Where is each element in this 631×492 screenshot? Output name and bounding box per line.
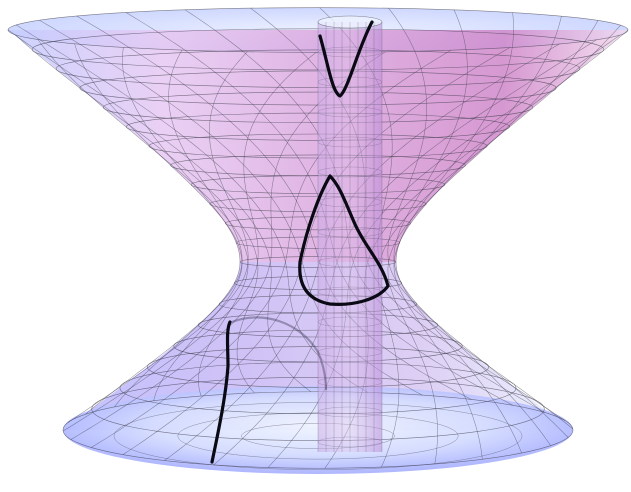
cylinder-ring: [317, 166, 383, 178]
intersection-curves-layer: [210, 20, 390, 464]
intersection-curve-upper: [318, 20, 374, 98]
meridian-line: [62, 52, 317, 432]
meridian-line: [37, 39, 249, 397]
meridian-line: [122, 47, 511, 455]
cylinder-ring: [317, 346, 383, 358]
meridian-line: [395, 12, 522, 454]
cylinder-top-cap: [317, 15, 383, 29]
meridian-line: [393, 16, 562, 460]
cylinder-ring: [317, 406, 383, 418]
intersection-curve-lower-back: [231, 316, 328, 391]
meridian-line: [70, 51, 386, 440]
meridian-line: [15, 34, 259, 394]
meridian-line: [377, 24, 621, 468]
intersection-curve-middle: [298, 174, 390, 306]
meridian-line: [15, 24, 369, 393]
meridian-line: [67, 51, 249, 423]
meridian-line: [387, 20, 599, 465]
meridian-line: [393, 9, 551, 446]
meridian-line: [114, 47, 241, 408]
cylinder-ring: [317, 46, 383, 58]
meridian-line: [7, 29, 312, 393]
cylinder-body: [318, 22, 382, 452]
cylinder-layer: [317, 15, 383, 452]
cylinder-ring: [317, 226, 383, 238]
cylinder-ring: [317, 316, 383, 328]
meridian-line: [387, 8, 569, 438]
intersection-curve-lower: [210, 320, 232, 464]
meridian-line: [85, 49, 243, 415]
cylinder-ring: [317, 106, 383, 118]
cylinder-ring: [317, 136, 383, 148]
meridian-line: [74, 43, 243, 401]
cylinder-ring: [317, 436, 383, 448]
cylinder-ring: [317, 256, 383, 268]
cylinder-ring: [317, 376, 383, 388]
